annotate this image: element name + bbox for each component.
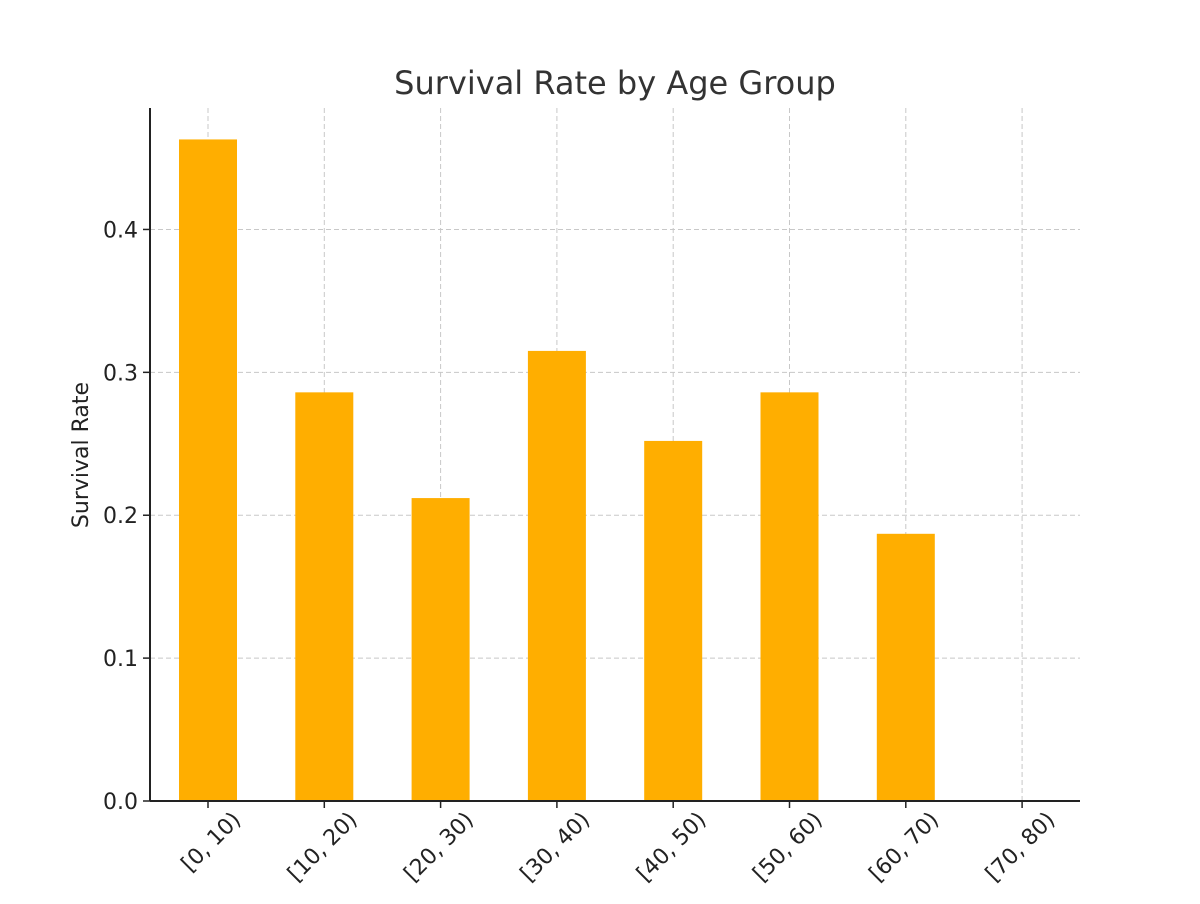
y-tick-label: 0.3 (103, 361, 138, 386)
bar (527, 350, 586, 801)
bar (644, 440, 703, 801)
grid-layer (150, 108, 1080, 801)
bars-layer (179, 139, 935, 801)
x-tick-label: [20, 30) (400, 808, 479, 887)
bar (179, 139, 237, 801)
bar (411, 498, 470, 801)
y-axis-label: Survival Rate (69, 382, 94, 528)
x-tick-label: [10, 20) (283, 808, 362, 887)
y-tick-label: 0.0 (103, 790, 138, 815)
x-tick-label: [70, 80) (981, 808, 1060, 887)
y-tick-label: 0.4 (103, 218, 138, 243)
y-tick-label: 0.1 (103, 647, 138, 672)
chart-title: Survival Rate by Age Group (394, 64, 836, 102)
y-tick-label: 0.2 (103, 504, 138, 529)
x-tick-label: [0, 10) (177, 808, 246, 877)
axes-layer (149, 108, 1080, 802)
x-tick-label: [60, 70) (865, 808, 944, 887)
x-tick-label: [40, 50) (632, 808, 711, 887)
x-tick-label: [30, 40) (516, 808, 595, 887)
bar (876, 533, 935, 801)
x-tick-label: [50, 60) (748, 808, 827, 887)
bar (295, 392, 354, 801)
bar (760, 392, 819, 801)
